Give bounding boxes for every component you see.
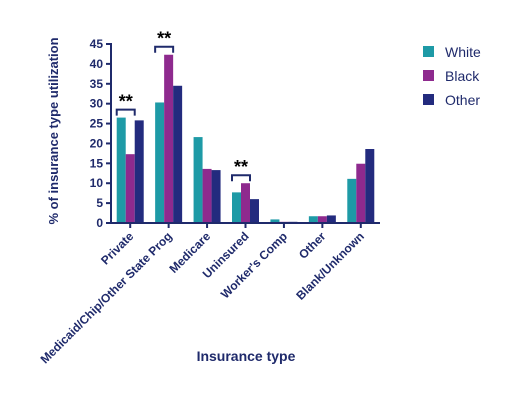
- bar-white-blank-unknown: [347, 178, 357, 223]
- y-tick-label: 10: [90, 176, 104, 190]
- legend-label-black: Black: [445, 68, 480, 84]
- y-tick-label: 0: [96, 216, 103, 230]
- bar-white-medicaid-chip-other-state-prog: [155, 102, 165, 223]
- y-tick-label: 35: [90, 77, 104, 91]
- bar-black-medicaid-chip-other-state-prog: [164, 54, 174, 223]
- significance-label: **: [234, 157, 248, 177]
- bar-other-private: [134, 120, 144, 223]
- y-tick-label: 20: [90, 136, 104, 150]
- bar-black-private: [125, 154, 135, 223]
- x-tick-label-private: Private: [98, 229, 136, 267]
- bar-white-uninsured: [232, 192, 241, 223]
- significance-bracket: [231, 174, 251, 182]
- bar-black-other: [317, 216, 327, 223]
- bar-other-uninsured: [250, 199, 259, 223]
- significance-label: **: [157, 29, 171, 49]
- bar-black-medicare: [202, 168, 212, 223]
- legend-swatch-white: [423, 46, 434, 57]
- y-tick-label: 5: [96, 196, 103, 210]
- y-tick-label: 15: [90, 156, 104, 170]
- bars-group: [116, 54, 375, 224]
- legend-swatch-black: [423, 70, 434, 81]
- y-tick-label: 40: [90, 57, 104, 71]
- significance-bracket: [115, 108, 136, 116]
- y-tick-label: 45: [90, 37, 104, 51]
- bar-black-blank-unknown: [356, 163, 366, 223]
- bar-other-blank-unknown: [365, 149, 375, 223]
- bar-white-medicare: [193, 137, 203, 223]
- bar-other-medicare: [211, 170, 221, 223]
- y-tick-label: 25: [90, 117, 104, 131]
- y-tick-label: 30: [90, 97, 104, 111]
- x-tick-label-other: Other: [296, 229, 329, 262]
- significance-group: ** ** **: [115, 29, 251, 182]
- bar-other-other: [326, 215, 336, 223]
- x-axis-title: Insurance type: [197, 348, 296, 364]
- bar-white-other: [308, 216, 318, 223]
- significance-bracket: [154, 45, 175, 53]
- legend-swatch-other: [423, 94, 434, 105]
- legend-label-other: Other: [445, 92, 480, 108]
- bar-other-medicaid-chip-other-state-prog: [173, 85, 183, 224]
- x-tick-label-worker-s-comp: Worker's Comp: [218, 229, 290, 301]
- bar-white-private: [116, 117, 126, 223]
- bar-white-worker-s-comp: [270, 219, 280, 223]
- bar-black-uninsured: [241, 183, 250, 223]
- x-tick-label-blank-unknown: Blank/Unknown: [293, 229, 367, 303]
- legend: White Black Other: [423, 44, 481, 108]
- y-axis-title: % of insurance type utilization: [46, 37, 61, 224]
- significance-label: **: [119, 92, 133, 112]
- legend-label-white: White: [445, 44, 481, 60]
